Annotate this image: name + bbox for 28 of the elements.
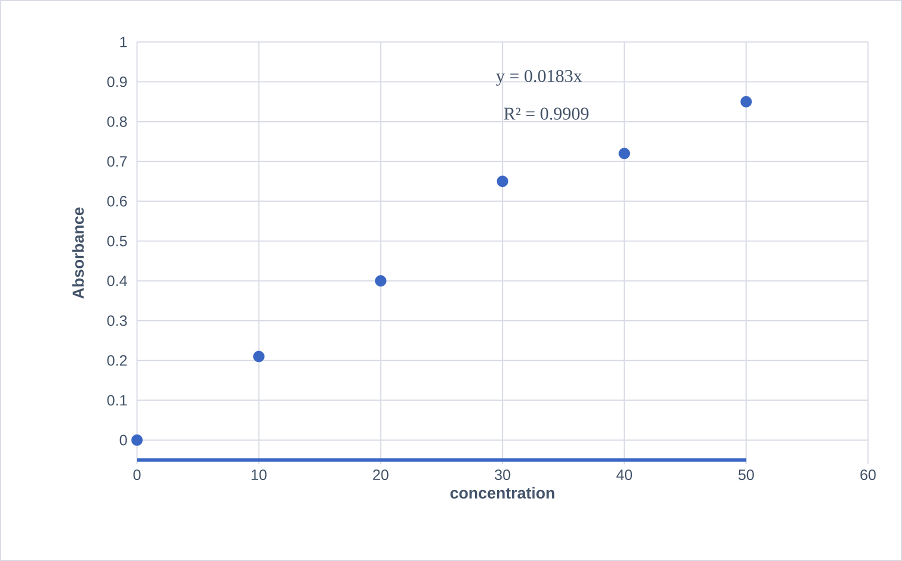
x-tick-label: 0 xyxy=(133,470,141,480)
annotation: y = 0.0183x xyxy=(496,70,582,86)
x-tick-label: 10 xyxy=(252,470,267,480)
x-tick-label: 40 xyxy=(616,470,632,480)
y-axis-title: Absorbance xyxy=(72,207,84,299)
x-tick-label: 60 xyxy=(860,470,876,480)
annotation: R² = 0.9909 xyxy=(504,108,588,120)
point xyxy=(131,434,143,446)
y-tick-label: 0.2 xyxy=(107,355,127,366)
x-tick-label: 30 xyxy=(494,470,510,480)
y-tick-label: 0.3 xyxy=(107,315,127,326)
x-tick-label: 50 xyxy=(738,470,754,480)
y-tick-label: 1 xyxy=(120,36,127,48)
point xyxy=(618,148,630,160)
point xyxy=(374,275,386,287)
point xyxy=(740,96,752,108)
y-tick-label: 0.7 xyxy=(107,156,127,167)
y-tick-label: 0.4 xyxy=(107,276,128,286)
y-tick-label: 0.5 xyxy=(107,236,127,246)
point xyxy=(253,350,265,362)
x-axis-title: concentration xyxy=(450,486,554,499)
y-tick-label: 0.8 xyxy=(107,116,127,127)
point xyxy=(496,176,508,188)
y-tick-label: 0.6 xyxy=(107,196,127,207)
y-tick-label: 0.9 xyxy=(107,76,127,88)
y-tick-label: 0 xyxy=(120,434,127,446)
y-tick-label: 0.1 xyxy=(107,394,127,406)
x-tick-label: 20 xyxy=(373,470,388,480)
